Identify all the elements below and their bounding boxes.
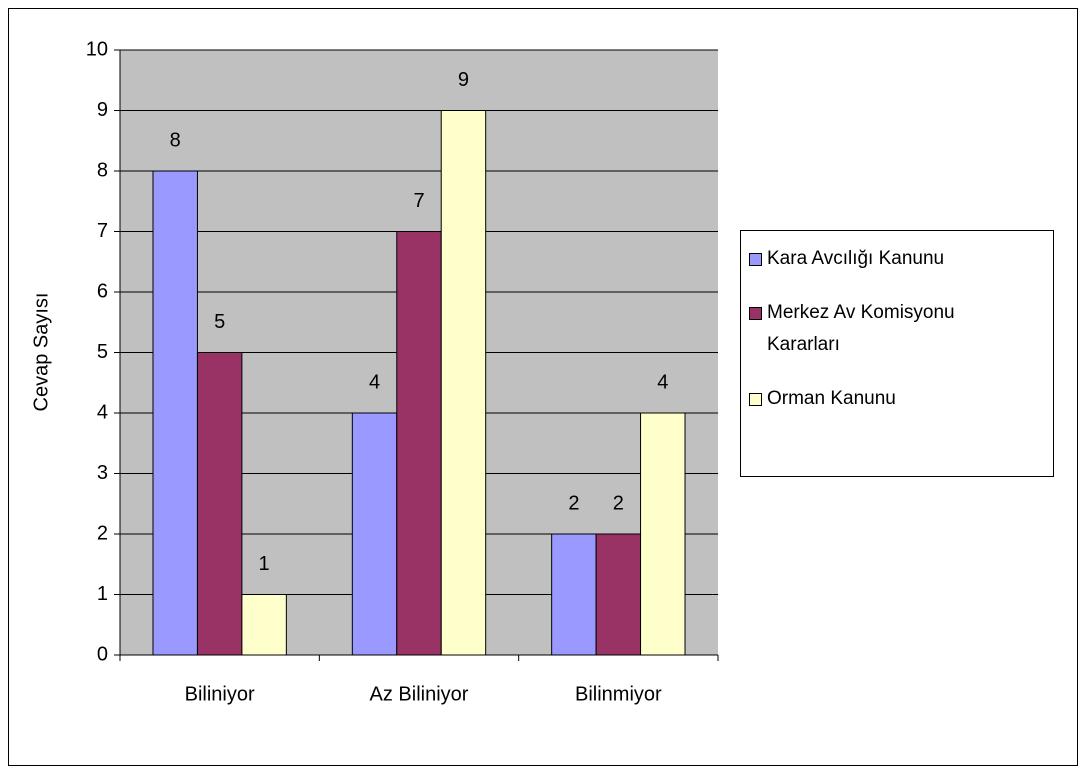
- x-tick-label: Bilinmiyor: [575, 683, 662, 705]
- y-tick-label: 0: [97, 643, 108, 665]
- legend-swatch: [749, 307, 762, 320]
- data-label: 9: [458, 69, 469, 91]
- legend-label: Kara Avcılığı Kanunu: [767, 248, 945, 269]
- data-label: 4: [657, 371, 668, 393]
- y-tick-label: 9: [97, 99, 108, 121]
- y-tick-label: 7: [97, 220, 108, 242]
- data-label: 1: [259, 553, 270, 575]
- bar: [351, 412, 398, 656]
- y-tick-label: 5: [97, 341, 108, 363]
- bar: [396, 231, 442, 656]
- y-tick-label: 4: [97, 401, 108, 423]
- legend-swatch: [749, 393, 762, 406]
- y-tick-label: 1: [97, 583, 108, 605]
- y-tick-label: 8: [97, 159, 108, 181]
- x-tick-label: Az Biliniyor: [370, 683, 469, 705]
- data-label: 8: [170, 129, 181, 151]
- legend-item: Merkez Av Komisyonu Kararları: [749, 297, 1045, 361]
- data-label: 2: [568, 492, 579, 514]
- bar: [595, 533, 642, 656]
- legend-item: Kara Avcılığı Kanunu: [749, 243, 1045, 275]
- data-label: 4: [369, 371, 380, 393]
- bar: [640, 412, 686, 656]
- bar: [152, 170, 198, 656]
- y-tick-label: 2: [97, 522, 108, 544]
- data-label: 2: [613, 492, 624, 514]
- legend-item: Orman Kanunu: [749, 383, 1045, 415]
- bar: [196, 352, 243, 656]
- bar: [551, 533, 597, 656]
- legend: Kara Avcılığı Kanunu Merkez Av Komisyonu …: [740, 230, 1054, 477]
- bar: [440, 110, 487, 656]
- y-tick-label: 6: [97, 280, 108, 302]
- legend-swatch: [749, 253, 762, 266]
- data-label: 7: [413, 190, 424, 212]
- y-axis-label: Cevap Sayısı: [30, 293, 52, 412]
- bar: [241, 594, 287, 656]
- legend-label: Merkez Av Komisyonu Kararları: [767, 302, 955, 355]
- legend-label: Orman Kanunu: [767, 388, 896, 409]
- x-tick-label: Biliniyor: [185, 683, 255, 705]
- y-tick-label: 10: [86, 38, 108, 60]
- data-label: 5: [214, 311, 225, 333]
- y-tick-label: 3: [97, 462, 108, 484]
